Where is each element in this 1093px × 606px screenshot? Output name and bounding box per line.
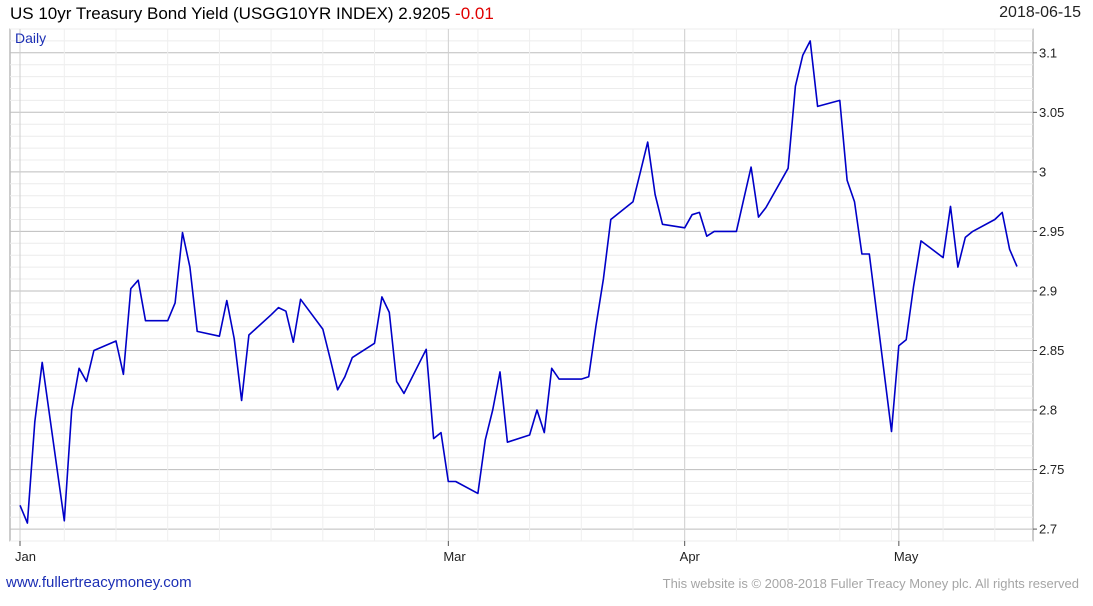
plot-area bbox=[9, 28, 1034, 542]
y-tick-label: 2.85 bbox=[1039, 343, 1064, 358]
y-tick-label: 2.75 bbox=[1039, 462, 1064, 477]
yield-series-line bbox=[19, 40, 1018, 524]
x-tick-label: Mar bbox=[443, 549, 466, 564]
y-tick-label: 3 bbox=[1039, 164, 1046, 179]
y-axis-labels: 2.7 2.75 2.8 2.85 2.9 2.95 3 3.05 3.1 bbox=[1033, 45, 1064, 537]
x-tick-label: Apr bbox=[680, 549, 701, 564]
x-axis-labels: JanMarAprMayJun bbox=[15, 541, 919, 564]
chart-title: US 10yr Treasury Bond Yield (USGG10YR IN… bbox=[10, 4, 494, 24]
y-tick-label: 2.9 bbox=[1039, 283, 1057, 298]
y-tick-label: 2.8 bbox=[1039, 403, 1057, 418]
x-tick-label: May bbox=[894, 549, 919, 564]
chart-date: 2018-06-15 bbox=[999, 4, 1081, 21]
price-change: -0.01 bbox=[455, 4, 494, 23]
website-link[interactable]: www.fullertreacymoney.com bbox=[6, 574, 192, 591]
y-tick-label: 3.05 bbox=[1039, 105, 1064, 120]
y-tick-label: 2.7 bbox=[1039, 522, 1057, 537]
frequency-label: Daily bbox=[15, 30, 46, 46]
title-text: US 10yr Treasury Bond Yield (USGG10YR IN… bbox=[10, 4, 451, 23]
copyright-notice: This website is © 2008-2018 Fuller Treac… bbox=[662, 576, 1079, 591]
y-gridlines bbox=[10, 28, 1033, 542]
y-tick-label: 2.95 bbox=[1039, 224, 1064, 239]
y-tick-label: 3.1 bbox=[1039, 45, 1057, 60]
x-tick-label: Jan bbox=[15, 549, 36, 564]
x-gridlines bbox=[19, 29, 996, 541]
